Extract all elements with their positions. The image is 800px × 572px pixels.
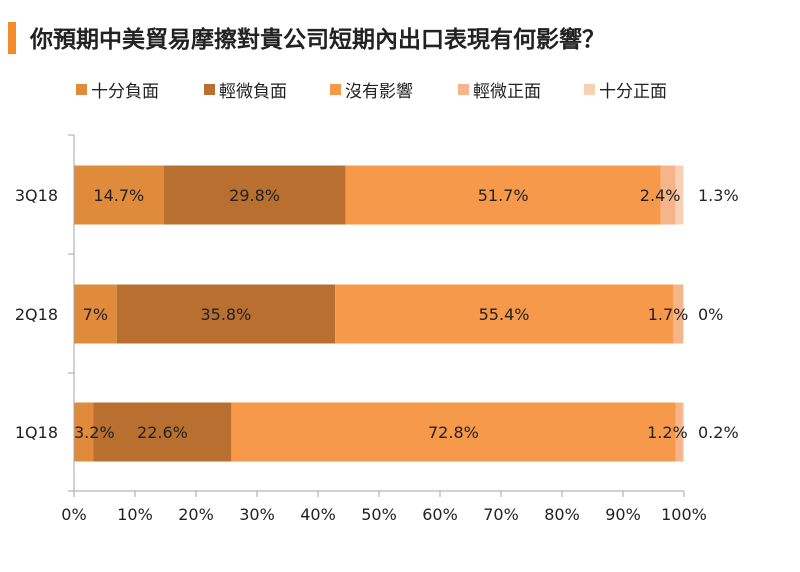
legend-swatch-2 bbox=[204, 84, 215, 95]
bar-1Q18-series-3 bbox=[231, 402, 676, 462]
data-label-3Q18-series-4: 2.4% bbox=[640, 186, 681, 205]
bar-3Q18-series-2 bbox=[163, 165, 346, 225]
x-tick-label-4: 30% bbox=[239, 505, 275, 524]
data-label-1Q18-series-1: 3.2% bbox=[74, 423, 115, 442]
x-tick-label-8: 70% bbox=[483, 505, 519, 524]
category-label-1Q18: 1Q18 bbox=[15, 423, 58, 442]
legend-swatch-5 bbox=[584, 84, 595, 95]
bar-2Q18-series-4 bbox=[673, 284, 684, 344]
x-tick-label-5: 40% bbox=[300, 505, 336, 524]
data-label-2Q18-series-2: 35.8% bbox=[200, 305, 251, 324]
legend-label-2: 輕微負面 bbox=[219, 82, 287, 102]
bar-1Q18-series-1 bbox=[74, 402, 94, 462]
bar-2Q18-series-1 bbox=[74, 284, 117, 344]
bar-2Q18-series-2 bbox=[116, 284, 336, 344]
category-label-3Q18: 3Q18 bbox=[15, 186, 58, 205]
legend-swatch-1 bbox=[76, 84, 87, 95]
bar-1Q18-series-5 bbox=[682, 402, 684, 462]
bars: 14.7% 29.8% 51.7% 2.4% 1.3% 7% 35.8% 55.4% 1.7% 0… bbox=[74, 165, 739, 462]
data-label-1Q18-series-4: 1.2% bbox=[647, 423, 688, 442]
x-axis: 0% 10% 20% 30% 40% 50% 60% 70% 80% 90% 100% bbox=[61, 134, 707, 524]
legend-swatch-4 bbox=[458, 84, 469, 95]
bar-3Q18-series-1 bbox=[74, 165, 164, 225]
category-label-2Q18: 2Q18 bbox=[15, 305, 58, 324]
data-label-3Q18-series-1: 14.7% bbox=[93, 186, 144, 205]
legend: 十分負面 輕微負面 沒有影響 輕微正面 十分正面 bbox=[76, 82, 667, 102]
data-label-3Q18-series-5: 1.3% bbox=[698, 186, 739, 205]
x-tick-label-3: 20% bbox=[178, 505, 214, 524]
data-label-2Q18-series-3: 55.4% bbox=[479, 305, 530, 324]
bar-3Q18-series-4 bbox=[660, 165, 676, 225]
legend-label-1: 十分負面 bbox=[91, 82, 159, 102]
legend-label-5: 十分正面 bbox=[599, 82, 667, 102]
x-tick-label-7: 60% bbox=[422, 505, 458, 524]
data-label-1Q18-series-2: 22.6% bbox=[137, 423, 188, 442]
x-tick-label-1: 0% bbox=[61, 505, 86, 524]
x-tick-label-11: 100% bbox=[661, 505, 707, 524]
chart-title: 你預期中美貿易摩擦對貴公司短期內出口表現有何影響？ bbox=[29, 26, 605, 53]
x-tick-label-2: 10% bbox=[117, 505, 153, 524]
bar-2Q18-series-3 bbox=[335, 284, 674, 344]
data-label-2Q18-series-4: 1.7% bbox=[648, 305, 689, 324]
x-tick-label-6: 50% bbox=[361, 505, 397, 524]
data-label-2Q18-series-5: 0% bbox=[698, 305, 723, 324]
bar-3Q18-series-3 bbox=[345, 165, 661, 225]
bar-1Q18-series-4 bbox=[675, 402, 683, 462]
title-accent-bar bbox=[8, 22, 16, 54]
x-tick-label-9: 80% bbox=[544, 505, 580, 524]
data-label-1Q18-series-5: 0.2% bbox=[698, 423, 739, 442]
legend-label-4: 輕微正面 bbox=[473, 82, 541, 102]
data-label-3Q18-series-2: 29.8% bbox=[229, 186, 280, 205]
category-labels: 3Q18 2Q18 1Q18 bbox=[15, 186, 58, 442]
data-label-3Q18-series-3: 51.7% bbox=[478, 186, 529, 205]
data-label-2Q18-series-1: 7% bbox=[83, 305, 108, 324]
x-tick-label-10: 90% bbox=[605, 505, 641, 524]
legend-swatch-3 bbox=[330, 84, 341, 95]
bar-3Q18-series-5 bbox=[675, 165, 684, 225]
data-label-1Q18-series-3: 72.8% bbox=[428, 423, 479, 442]
legend-label-3: 沒有影響 bbox=[345, 82, 413, 102]
bar-1Q18-series-2 bbox=[93, 402, 232, 462]
